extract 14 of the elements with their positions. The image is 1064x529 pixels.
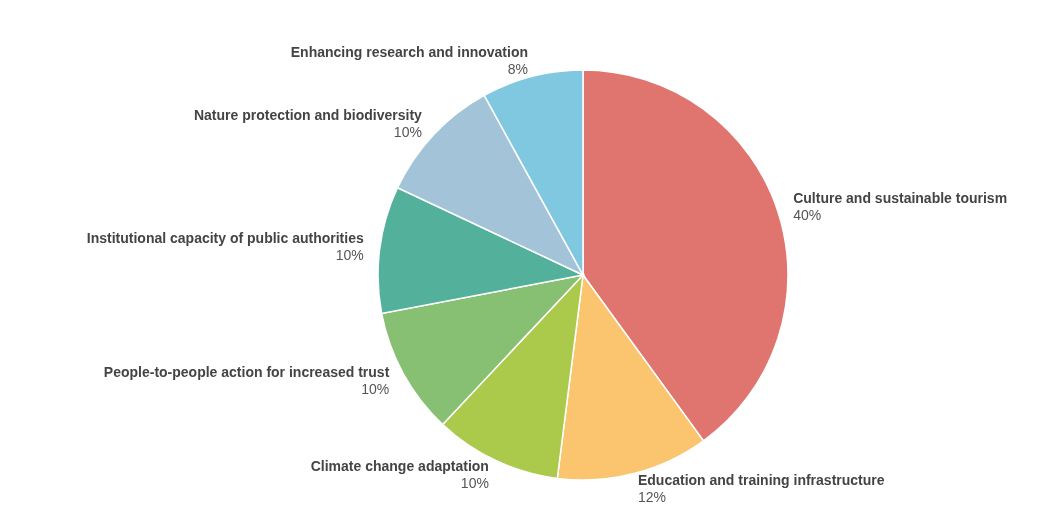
slice-label: People-to-people action for increased trust: [103, 364, 390, 381]
data-label: 10%: [335, 247, 364, 264]
slice-label: Institutional capacity of public authorities: [86, 230, 364, 247]
data-label: 10%: [460, 474, 489, 491]
data-label: 10%: [361, 381, 390, 398]
slice-label: Culture and sustainable tourism: [793, 189, 1008, 206]
slice-label: Enhancing research and innovation: [290, 43, 529, 60]
data-label: 40%: [793, 206, 822, 223]
data-label: 12%: [637, 489, 666, 506]
data-label: 10%: [393, 123, 422, 140]
slice-label: Education and training infrastructure: [637, 472, 885, 489]
slice-label: Climate change adaptation: [310, 457, 489, 474]
slice-label: Nature protection and biodiversity: [193, 106, 423, 123]
data-label: 8%: [507, 60, 529, 77]
